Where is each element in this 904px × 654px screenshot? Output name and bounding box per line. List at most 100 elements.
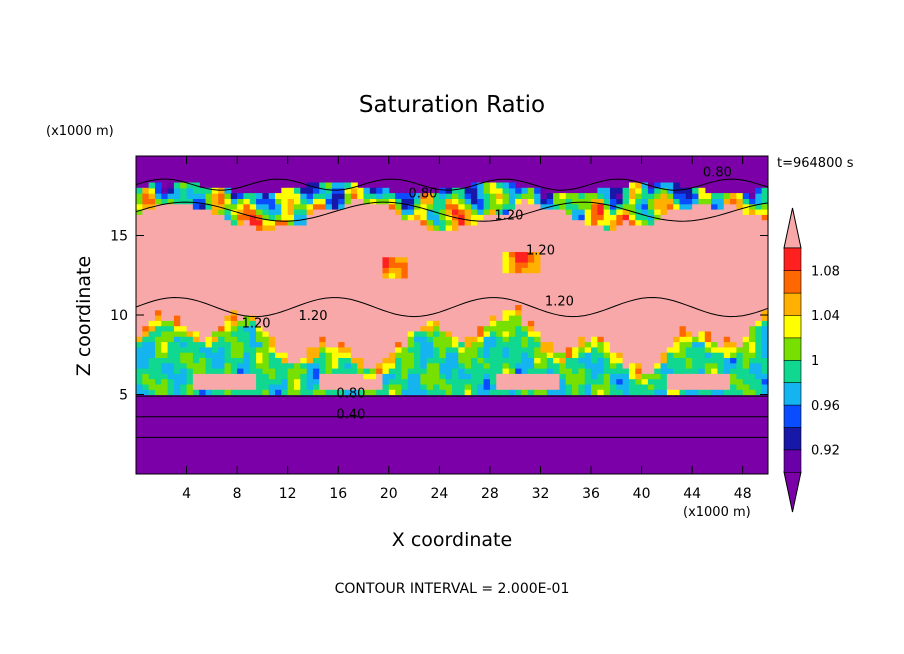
- field-cell: [527, 352, 535, 358]
- field-cell: [199, 193, 207, 199]
- field-cell: [205, 330, 213, 337]
- field-cell: [268, 357, 276, 364]
- field-cell: [704, 304, 712, 311]
- field-cell: [641, 304, 649, 311]
- colorbar-bin: [783, 449, 802, 473]
- field-cell: [331, 383, 339, 390]
- field-cell: [508, 224, 516, 231]
- field-cell: [723, 315, 731, 321]
- field-cell: [546, 224, 554, 231]
- field-cell: [470, 299, 478, 305]
- field-cell: [654, 336, 662, 343]
- field-cell: [622, 198, 630, 205]
- field-cell: [572, 267, 579, 274]
- field-cell: [534, 299, 542, 305]
- field-cell: [148, 362, 156, 369]
- field-cell: [167, 262, 175, 268]
- field-cell: [673, 187, 681, 194]
- field-cell: [243, 357, 251, 364]
- field-cell: [363, 315, 371, 321]
- field-cell: [401, 277, 409, 284]
- field-cell: [470, 383, 478, 390]
- field-cell: [515, 389, 523, 396]
- field-cell: [344, 256, 352, 263]
- field-cell: [489, 267, 497, 274]
- field-cell: [483, 315, 491, 321]
- field-cell: [591, 203, 598, 210]
- field-cell: [230, 315, 238, 321]
- field-cell: [382, 203, 390, 210]
- field-cell: [243, 362, 251, 369]
- field-cell: [578, 272, 586, 279]
- field-cell: [666, 193, 674, 199]
- field-cell: [344, 182, 352, 189]
- field-cell: [698, 267, 706, 274]
- field-cell: [420, 209, 428, 215]
- field-cell: [723, 267, 731, 274]
- field-cell: [154, 315, 162, 321]
- field-cell: [148, 304, 156, 311]
- field-cell: [502, 362, 510, 369]
- field-cell: [211, 352, 219, 358]
- field-cell: [761, 330, 769, 337]
- field-cell: [521, 309, 529, 316]
- field-cell: [382, 341, 390, 348]
- field-cell: [388, 352, 396, 358]
- field-cell: [591, 389, 598, 396]
- field-cell: [281, 230, 289, 237]
- field-cell: [306, 336, 314, 343]
- field-cell: [647, 198, 655, 205]
- field-cell: [148, 198, 156, 205]
- field-cell: [730, 277, 737, 284]
- field-cell: [148, 256, 156, 263]
- field-cell: [761, 378, 769, 385]
- field-cell: [591, 209, 598, 215]
- field-cell: [483, 240, 491, 247]
- field-cell: [742, 325, 750, 332]
- field-cell: [679, 288, 687, 295]
- field-cell: [154, 251, 162, 258]
- field-cell: [426, 352, 434, 358]
- field-cell: [692, 283, 700, 290]
- field-cell: [458, 272, 466, 279]
- field-cell: [426, 193, 434, 199]
- field-cell: [452, 224, 459, 231]
- field-cell: [477, 193, 485, 199]
- field-cell: [136, 267, 143, 274]
- field-cell: [407, 320, 415, 327]
- field-cell: [161, 320, 169, 327]
- field-cell: [635, 315, 643, 321]
- field-cell: [205, 346, 213, 353]
- field-cell: [344, 203, 352, 210]
- field-cell: [350, 304, 358, 311]
- field-cell: [173, 304, 181, 311]
- field-cell: [205, 315, 213, 321]
- field-cell: [711, 373, 719, 380]
- field-cell: [711, 230, 719, 237]
- field-cell: [515, 251, 523, 258]
- field-cell: [167, 272, 175, 279]
- field-cell: [439, 299, 447, 305]
- field-cell: [496, 246, 504, 252]
- field-cell: [148, 288, 156, 295]
- field-cell: [660, 267, 668, 274]
- field-cell: [357, 378, 365, 385]
- field-cell: [205, 320, 213, 327]
- field-cell: [622, 288, 630, 295]
- field-cell: [287, 346, 295, 353]
- field-cell: [730, 219, 737, 226]
- field-cell: [723, 262, 731, 268]
- field-cell: [742, 193, 750, 199]
- field-cell: [300, 330, 308, 337]
- field-cell: [395, 325, 403, 332]
- field-cell: [527, 346, 535, 353]
- field-cell: [679, 251, 687, 258]
- field-cell: [521, 240, 529, 247]
- field-cell: [180, 224, 188, 231]
- field-cell: [363, 309, 371, 316]
- field-cell: [173, 277, 181, 284]
- field-cell: [161, 346, 169, 353]
- field-cell: [224, 219, 232, 226]
- field-cell: [445, 383, 453, 390]
- field-cell: [312, 182, 320, 189]
